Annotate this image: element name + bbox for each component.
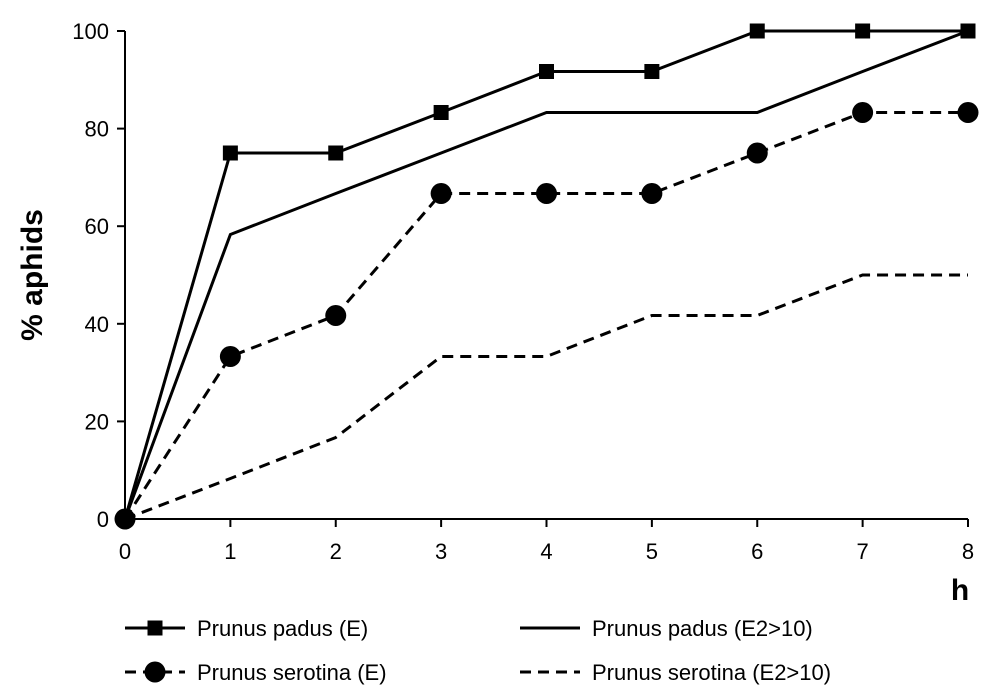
- data-point: [957, 101, 979, 123]
- legend-label: Prunus padus (E2>10): [592, 616, 813, 641]
- x-tick-label: 5: [646, 539, 658, 564]
- data-point: [852, 101, 874, 123]
- x-tick-label: 3: [435, 539, 447, 564]
- legend-label: Prunus serotina (E): [197, 660, 387, 685]
- data-point: [222, 145, 238, 161]
- data-point: [641, 183, 663, 205]
- data-point: [430, 183, 452, 205]
- y-axis-title: % aphids: [16, 209, 49, 341]
- legend-label: Prunus serotina (E2>10): [592, 660, 831, 685]
- y-tick-label: 80: [85, 117, 109, 142]
- y-tick-label: 0: [97, 507, 109, 532]
- legend-item: Prunus serotina (E2>10): [520, 660, 831, 685]
- x-tick-label: 7: [857, 539, 869, 564]
- series-line: [123, 29, 968, 520]
- axes: 0 20 40 60 80 100 0 1 2 3 4 5 6 7 8: [72, 19, 974, 564]
- data-point: [644, 64, 660, 80]
- series-line: [124, 273, 968, 521]
- legend: Prunus padus (E) Prunus padus (E2>10) Prun…: [125, 616, 831, 685]
- data-point: [328, 145, 344, 161]
- series-layer: [114, 23, 979, 530]
- data-point: [325, 305, 347, 327]
- legend-item: Prunus padus (E): [125, 616, 368, 641]
- data-point: [749, 23, 765, 39]
- y-tick-label: 60: [85, 214, 109, 239]
- y-tick-label: 40: [85, 312, 109, 337]
- series-1: [117, 23, 976, 527]
- x-tick-label: 0: [119, 539, 131, 564]
- x-axis-title: h: [951, 574, 969, 607]
- x-tick-label: 1: [224, 539, 236, 564]
- x-tick-label: 4: [540, 539, 552, 564]
- legend-swatch-marker: [147, 620, 163, 636]
- x-tick-label: 8: [962, 539, 974, 564]
- data-point: [855, 23, 871, 39]
- data-point: [746, 142, 768, 164]
- legend-item: Prunus padus (E2>10): [520, 616, 813, 641]
- data-point: [539, 64, 554, 80]
- x-tick-label: 6: [751, 539, 763, 564]
- data-point: [433, 104, 449, 120]
- data-point: [219, 345, 241, 367]
- series-4: [124, 273, 968, 521]
- data-point: [536, 183, 557, 205]
- legend-swatch-marker: [144, 661, 166, 683]
- series-3: [114, 101, 979, 530]
- series-2: [123, 29, 969, 520]
- y-tick-label: 20: [85, 409, 109, 434]
- y-tick-label: 100: [72, 19, 109, 44]
- legend-label: Prunus padus (E): [197, 616, 368, 641]
- series-line: [123, 110, 968, 520]
- legend-item: Prunus serotina (E): [125, 660, 387, 685]
- series-line: [123, 29, 969, 520]
- x-tick-label: 2: [330, 539, 342, 564]
